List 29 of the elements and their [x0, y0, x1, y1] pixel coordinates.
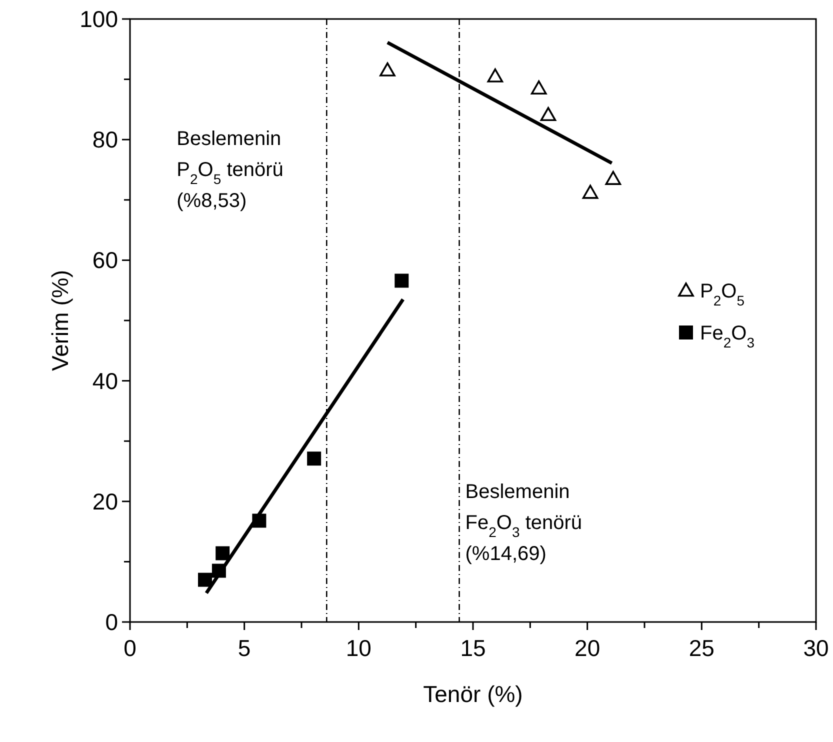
point [582, 184, 598, 199]
ref-line-label: Beslemenin Fe$_{2}$O$_{3}$ tenörü (%14,69) [465, 481, 582, 565]
y-tick-label: 0 [105, 609, 118, 635]
legend-label: Fe$_{2}$O$_{3}$ [700, 322, 755, 350]
y-tick-label: 40 [92, 368, 118, 394]
y-tick-label: 80 [92, 126, 118, 153]
y-tick-label: 20 [92, 488, 118, 514]
y-axis-title: Verim (%) [47, 270, 73, 371]
x-tick-label: 25 [688, 635, 714, 661]
x-tick-label: 20 [574, 635, 600, 661]
x-tick-label: 0 [124, 635, 136, 661]
point [394, 274, 409, 288]
point [380, 62, 396, 76]
y-tick-label: 100 [80, 6, 118, 32]
y-tick-label: 60 [92, 247, 118, 274]
x-tick-label: 15 [460, 635, 486, 661]
point [216, 546, 230, 560]
point [198, 572, 212, 587]
point [605, 170, 622, 185]
point [307, 452, 322, 466]
x-tick-label: 5 [238, 635, 251, 661]
point [530, 80, 547, 94]
x-tick-label: 30 [803, 635, 829, 661]
ref-line-label: Beslemenin P$_{2}$O$_{5}$ tenörü (%8,53) [176, 128, 284, 212]
legend-label: P$_{2}$O$_{5}$ [700, 280, 745, 308]
x-tick-label: 10 [346, 635, 372, 661]
x-axis-title: Tenör (%) [423, 681, 523, 707]
point [487, 68, 504, 82]
point [540, 106, 556, 122]
